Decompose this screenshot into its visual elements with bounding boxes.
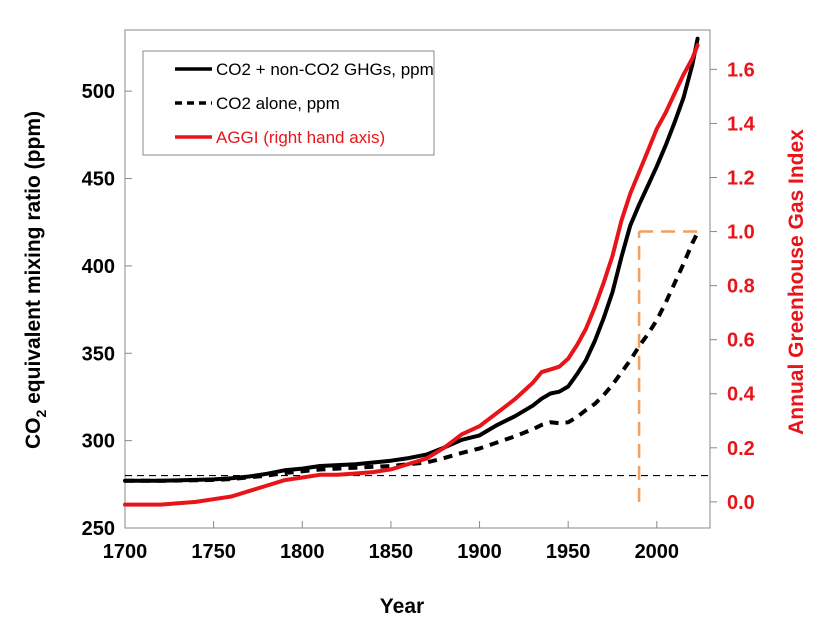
y-axis-title-prefix: CO: [22, 418, 45, 450]
x-tick-label: 1950: [546, 541, 591, 563]
y-tick-label: 450: [82, 169, 115, 191]
reference-lines: [125, 230, 710, 502]
plot-frame: [124, 29, 711, 529]
y2-tick-label: 1.0: [727, 222, 755, 244]
y-axis-title-subscript: 2: [33, 410, 49, 418]
x-tick-label: 1850: [369, 541, 414, 563]
x-tick-label: 1900: [457, 541, 502, 563]
y-tick-label: 300: [82, 431, 115, 453]
x-tick-label: 1750: [191, 541, 236, 563]
y2-tick-label: 0.2: [727, 438, 755, 460]
series-line-1: [125, 231, 700, 483]
y-axis-title-suffix: equivalent mixing ratio (ppm): [22, 111, 45, 410]
axis-ticks: 250 300 350 400 450 500 0.0 0.2 0.4 0.6 0.8 1.0 1.2 1…: [82, 59, 756, 563]
y-axis-title: CO2 equivalent mixing ratio (ppm): [22, 111, 49, 449]
y-tick-label: 400: [82, 256, 115, 278]
legend: CO2 + non-CO2 GHGs, ppm CO2 alone, ppm A…: [142, 50, 435, 156]
legend-label-co2: CO2 alone, ppm: [216, 94, 340, 113]
y2-tick-label: 0.8: [727, 276, 755, 298]
legend-label-aggi: AGGI (right hand axis): [216, 128, 385, 147]
series-line-0: [123, 36, 700, 483]
y2-axis-title: Annual Greenhouse Gas Index: [785, 129, 808, 435]
y2-tick-label: 0.4: [727, 384, 756, 406]
y-tick-label: 350: [82, 343, 115, 365]
y-tick-label: 500: [82, 81, 115, 103]
x-axis-title: Year: [380, 595, 424, 618]
y2-tick-label: 0.0: [727, 492, 755, 514]
series-lines: [123, 36, 700, 507]
legend-label-combined: CO2 + non-CO2 GHGs, ppm: [216, 60, 434, 79]
y2-tick-label: 1.6: [727, 59, 755, 81]
series-line-2: [123, 43, 700, 507]
y2-tick-label: 0.6: [727, 330, 755, 352]
plot-area-border: [124, 29, 711, 529]
y2-tick-label: 1.4: [727, 113, 756, 135]
y-tick-label: 250: [82, 518, 115, 540]
x-tick-label: 1800: [280, 541, 325, 563]
x-tick-label: 1700: [103, 541, 148, 563]
y2-tick-label: 1.2: [727, 168, 755, 190]
x-tick-label: 2000: [635, 541, 680, 563]
